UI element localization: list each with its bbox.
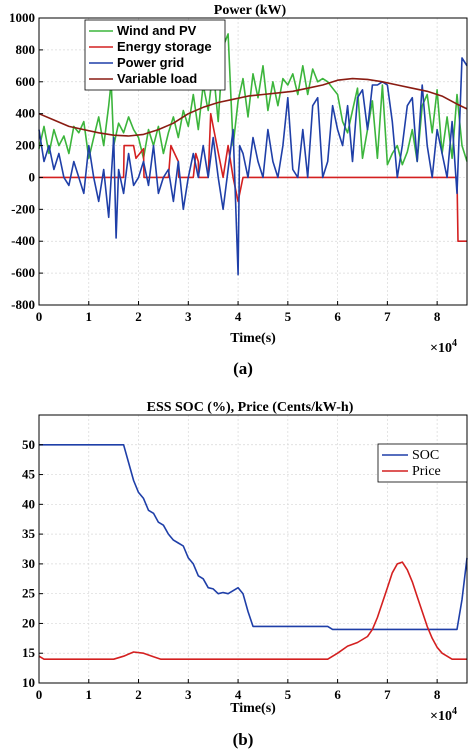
x-tick-label: 8	[434, 309, 441, 324]
x-multiplier: ×104	[430, 338, 457, 356]
legend-label: Price	[412, 464, 441, 479]
y-tick-label: 15	[22, 645, 36, 660]
y-tick-label: -600	[11, 265, 35, 280]
y-tick-label: -800	[11, 297, 35, 312]
y-tick-label: 45	[22, 467, 36, 482]
plot-frame	[38, 17, 468, 306]
chart-title: ESS SOC (%), Price (Cents/kW-h)	[147, 400, 354, 415]
x-multiplier-base: ×10	[430, 709, 452, 724]
y-tick-label: 0	[29, 169, 36, 184]
chart-title: Power (kW)	[214, 3, 287, 18]
axis-ticks: 0 1 2 3 4 5 6 7 8 -800 -600 -400 -200 0 200 400 600 800 10…	[9, 10, 441, 324]
x-tick-label: 0	[36, 309, 43, 324]
caption-a: (a)	[233, 359, 253, 378]
y-tick-label: 1000	[9, 10, 35, 25]
x-tick-label: 3	[185, 687, 192, 702]
y-tick-label: 600	[16, 74, 36, 89]
x-axis-label: Time(s)	[230, 701, 276, 716]
series-line-price	[38, 561, 467, 661]
y-tick-label: 30	[22, 556, 35, 571]
series-line-variable-load	[38, 77, 468, 137]
x-tick-label: 1	[86, 687, 93, 702]
series-line-energy-storage	[39, 112, 467, 242]
legend-label: Wind and PV	[117, 23, 197, 38]
x-tick-label: 6	[334, 687, 341, 702]
legend-box	[377, 443, 468, 483]
legend-label: Energy storage	[117, 39, 212, 54]
y-tick-label: -400	[11, 233, 35, 248]
y-tick-label: 20	[22, 615, 35, 630]
x-tick-label: 4	[235, 309, 242, 324]
x-tick-label: 8	[434, 687, 441, 702]
y-tick-label: 400	[16, 106, 36, 121]
x-tick-label: 2	[135, 309, 142, 324]
x-axis-label: Time(s)	[230, 331, 276, 346]
series-group	[38, 443, 468, 661]
legend-label: Power grid	[117, 55, 184, 70]
y-tick-label: 50	[22, 437, 35, 452]
x-multiplier-exponent: 4	[452, 706, 457, 717]
y-tick-label: 35	[22, 526, 36, 541]
x-multiplier-base: ×10	[430, 341, 452, 356]
x-tick-label: 1	[86, 309, 93, 324]
y-tick-label: 800	[16, 42, 36, 57]
legend-label: Variable load	[117, 71, 197, 86]
series-line-power-grid	[38, 57, 468, 276]
x-multiplier: ×104	[430, 706, 457, 724]
x-multiplier-exponent: 4	[452, 338, 457, 349]
x-tick-label: 6	[334, 309, 341, 324]
series-group	[38, 33, 468, 276]
y-tick-label: 10	[22, 675, 35, 690]
x-tick-label: 0	[36, 687, 43, 702]
x-tick-label: 7	[384, 687, 391, 702]
y-tick-label: 200	[16, 138, 36, 153]
x-tick-label: 5	[285, 687, 292, 702]
x-tick-label: 5	[285, 309, 292, 324]
x-tick-label: 2	[135, 687, 142, 702]
power-chart: Power (kW) 0 1 2 3 4 5 6 7 8 -800 -600 -400 -200 0 200…	[9, 3, 468, 378]
x-tick-label: 7	[384, 309, 391, 324]
y-tick-label: -200	[11, 201, 35, 216]
series-line-soc	[39, 443, 468, 631]
x-tick-label: 3	[185, 309, 192, 324]
y-tick-label: 40	[22, 496, 35, 511]
y-tick-label: 25	[22, 586, 36, 601]
caption-b: (b)	[233, 730, 254, 749]
x-tick-label: 4	[235, 687, 242, 702]
legend-label: SOC	[412, 448, 439, 463]
plot-frame	[38, 414, 468, 684]
